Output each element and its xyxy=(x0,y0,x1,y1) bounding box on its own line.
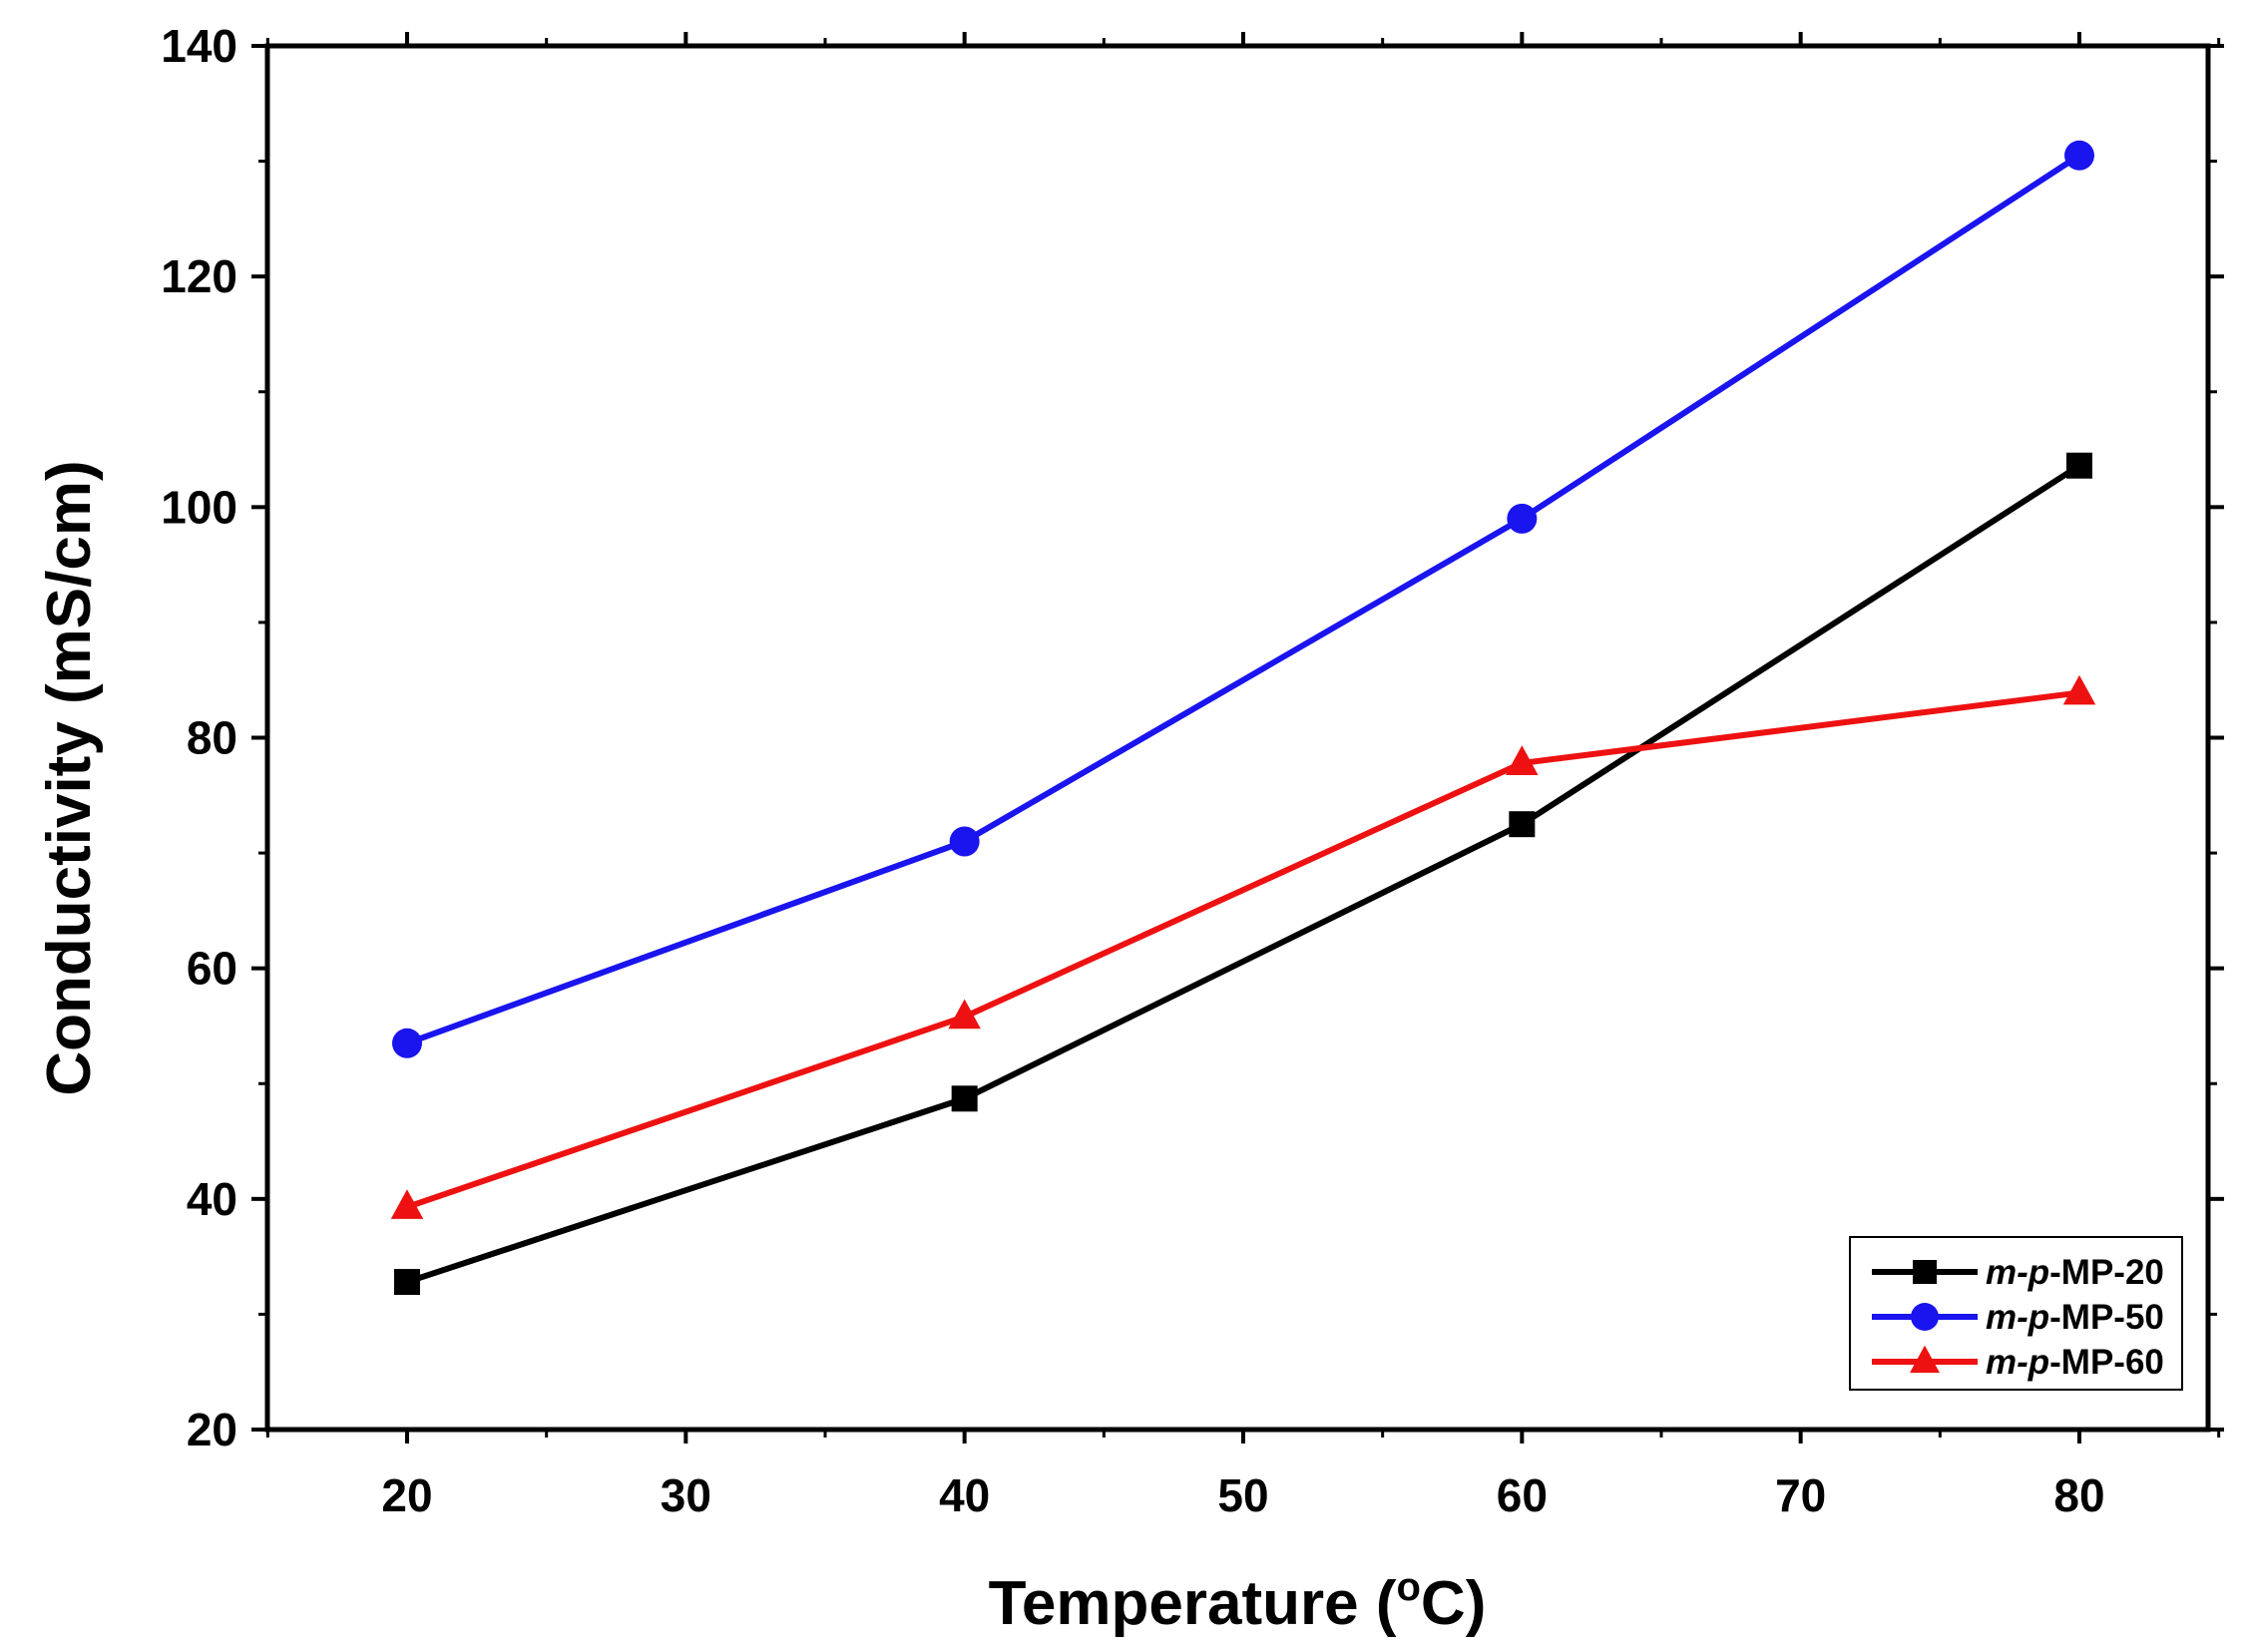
y-tick-label: 140 xyxy=(161,20,237,72)
tick-labels: 20 30 40 50 60 70 80 20 40 60 80 100 120 140 xyxy=(161,20,2104,1521)
y-tick-label: 20 xyxy=(187,1404,237,1455)
data-point-m-p-mp-50 xyxy=(392,1028,422,1058)
legend-label-m-p-mp-50: m-p-MP-50 xyxy=(1986,1298,2164,1337)
legend-marker-m-p-mp-60 xyxy=(1910,1345,1940,1374)
data-point-m-p-mp-20 xyxy=(2066,452,2092,479)
x-tick-label: 70 xyxy=(1775,1469,1826,1521)
series-layer xyxy=(390,140,2096,1296)
legend-marker-m-p-mp-20 xyxy=(1913,1260,1937,1284)
legend-marker-m-p-mp-50 xyxy=(1911,1303,1939,1331)
x-tick-label: 50 xyxy=(1217,1469,1268,1521)
y-tick-label: 100 xyxy=(161,481,237,533)
y-tick-label: 80 xyxy=(187,712,237,764)
series-line-m-p-mp-60 xyxy=(406,689,2080,1210)
data-point-m-p-mp-60 xyxy=(948,999,981,1030)
data-point-m-p-mp-60 xyxy=(1506,745,1539,775)
data-point-m-p-mp-50 xyxy=(949,826,980,857)
x-tick-label: 30 xyxy=(661,1469,711,1521)
data-point-m-p-mp-20 xyxy=(1509,811,1536,838)
data-point-m-p-mp-50 xyxy=(2064,140,2094,171)
x-tick-label: 40 xyxy=(939,1469,990,1521)
data-point-m-p-mp-20 xyxy=(394,1269,420,1296)
legend: m-p-MP-20 m-p-MP-50 m-p-MP-60 xyxy=(1849,1236,2183,1391)
y-tick-label: 120 xyxy=(161,250,237,302)
plot-frame xyxy=(264,43,2211,1433)
y-tick-label: 60 xyxy=(187,943,237,995)
x-axis-title: Temperature (oC) xyxy=(989,1565,1487,1638)
series-line-m-p-mp-20 xyxy=(406,463,2081,1285)
series-line-m-p-mp-50 xyxy=(405,153,2081,1046)
data-point-m-p-mp-50 xyxy=(1507,503,1538,534)
data-point-m-p-mp-20 xyxy=(951,1085,978,1112)
axis-ticks xyxy=(251,32,2224,1444)
y-tick-label: 40 xyxy=(187,1173,237,1225)
legend-label-m-p-mp-20: m-p-MP-20 xyxy=(1986,1253,2164,1292)
data-point-m-p-mp-60 xyxy=(2062,674,2096,705)
x-tick-label: 80 xyxy=(2053,1469,2104,1521)
data-point-m-p-mp-60 xyxy=(390,1189,424,1219)
x-tick-label: 60 xyxy=(1497,1469,1548,1521)
legend-label-m-p-mp-60: m-p-MP-60 xyxy=(1986,1343,2164,1382)
y-axis-title: Conductivity (mS/cm) xyxy=(35,460,104,1095)
x-tick-label: 20 xyxy=(381,1469,432,1521)
